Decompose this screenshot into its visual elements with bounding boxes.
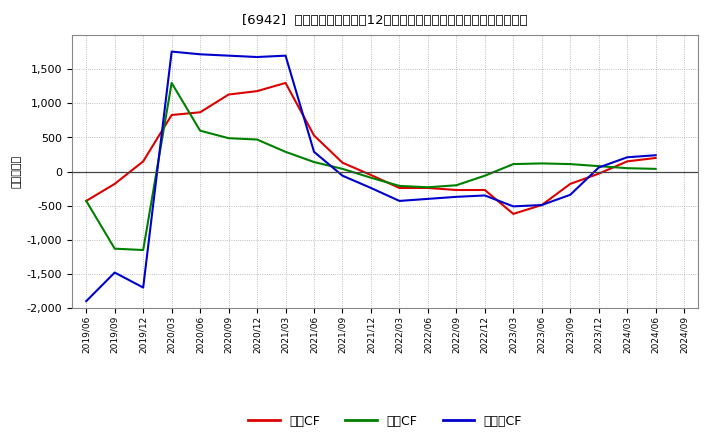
Y-axis label: （百万円）: （百万円）: [11, 155, 21, 188]
Legend: 営業CF, 投資CF, フリーCF: 営業CF, 投資CF, フリーCF: [243, 410, 527, 433]
Title: [6942]  キャッシュフローの12か月移動合計の対前年同期増減額の推移: [6942] キャッシュフローの12か月移動合計の対前年同期増減額の推移: [243, 14, 528, 27]
